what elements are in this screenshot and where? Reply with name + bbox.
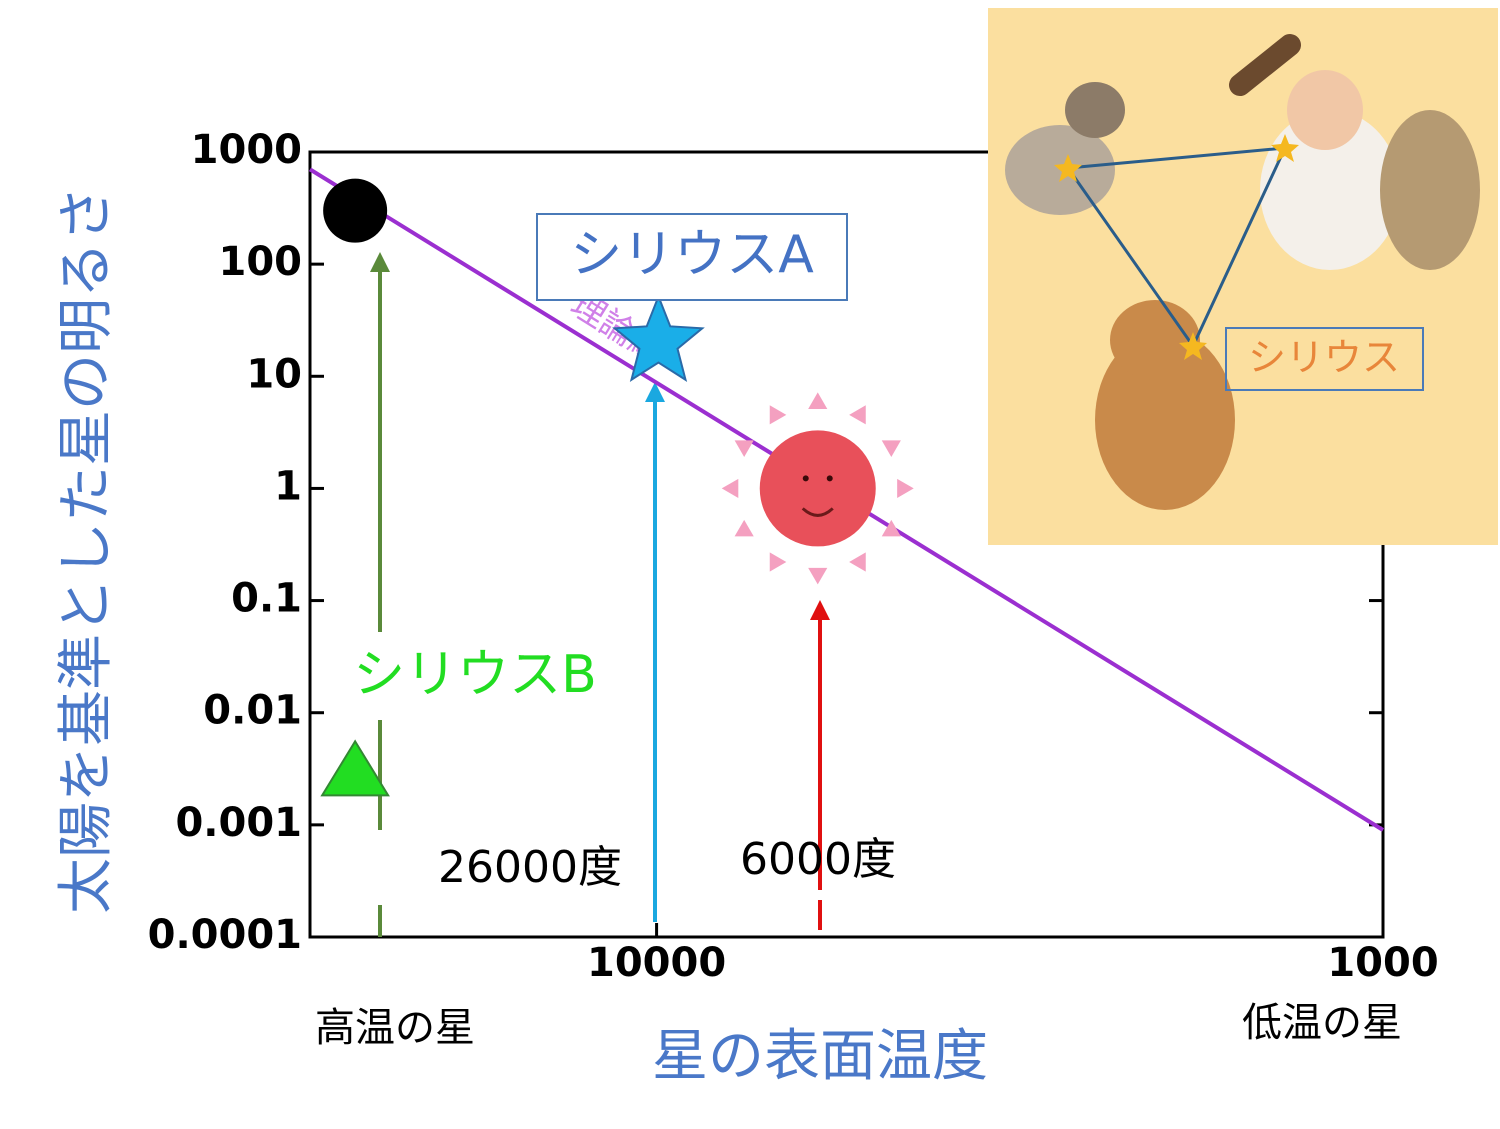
hunter — [1260, 110, 1400, 270]
x-tick-label: 10000 — [587, 940, 726, 986]
sun-face — [802, 475, 809, 482]
point — [320, 739, 390, 797]
inset-label: シリウス — [1248, 336, 1400, 380]
annotation: 6000度 — [740, 834, 896, 885]
y-tick-label: 0.001 — [175, 800, 302, 846]
dog-brown — [1095, 330, 1235, 510]
inset-star — [1271, 134, 1299, 162]
sun-ray — [881, 519, 901, 537]
x-tick-label: 1000 — [1327, 940, 1438, 986]
sun-ray — [849, 552, 866, 572]
annotation: 26000度 — [438, 842, 622, 893]
constellation — [1066, 146, 1288, 349]
sun-ray — [808, 392, 828, 410]
club — [1229, 34, 1301, 96]
pelt — [1380, 110, 1480, 270]
point — [612, 293, 705, 382]
x-note: 高温の星 — [315, 1005, 475, 1051]
point-label: シリウスA — [570, 225, 814, 285]
sun-ray — [769, 405, 787, 425]
x-axis-label: 星の表面温度 — [652, 1024, 988, 1089]
inset: シリウス — [988, 8, 1498, 545]
y-tick-label: 0.01 — [203, 688, 302, 734]
y-tick-label: 100 — [219, 239, 303, 285]
y-axis-label: 太陽を基準とした星の明るさ — [54, 186, 119, 914]
y-tick-label: 10 — [246, 351, 302, 397]
sun-ray — [849, 405, 866, 425]
y-tick-label: 0.0001 — [148, 912, 302, 958]
point — [759, 430, 876, 547]
point-label: シリウスB — [353, 645, 597, 705]
dog-brown-head — [1110, 300, 1200, 380]
inset-star — [1054, 154, 1082, 182]
inset-star — [1179, 332, 1207, 360]
y-tick-label: 0.1 — [231, 576, 302, 622]
hunter-head — [1287, 70, 1363, 150]
sun-face — [801, 507, 834, 517]
sun-face — [826, 475, 833, 482]
sun-ray — [734, 440, 754, 458]
sun-ray — [769, 552, 787, 572]
y-tick-label: 1000 — [191, 127, 302, 173]
label-box — [536, 213, 848, 301]
sun-ray — [881, 440, 901, 458]
point — [323, 178, 388, 243]
inset-label-box — [1225, 327, 1424, 391]
sun-ray — [808, 567, 828, 585]
sun-ray — [897, 478, 914, 499]
dog-grey-head — [1065, 82, 1125, 138]
sun-ray — [734, 519, 754, 537]
sun-ray — [721, 478, 739, 499]
x-note: 低温の星 — [1242, 1000, 1402, 1046]
plot: 10001001010.10.010.0010.0001100001000理論線… — [148, 127, 1439, 986]
y-tick-label: 1 — [274, 463, 302, 509]
